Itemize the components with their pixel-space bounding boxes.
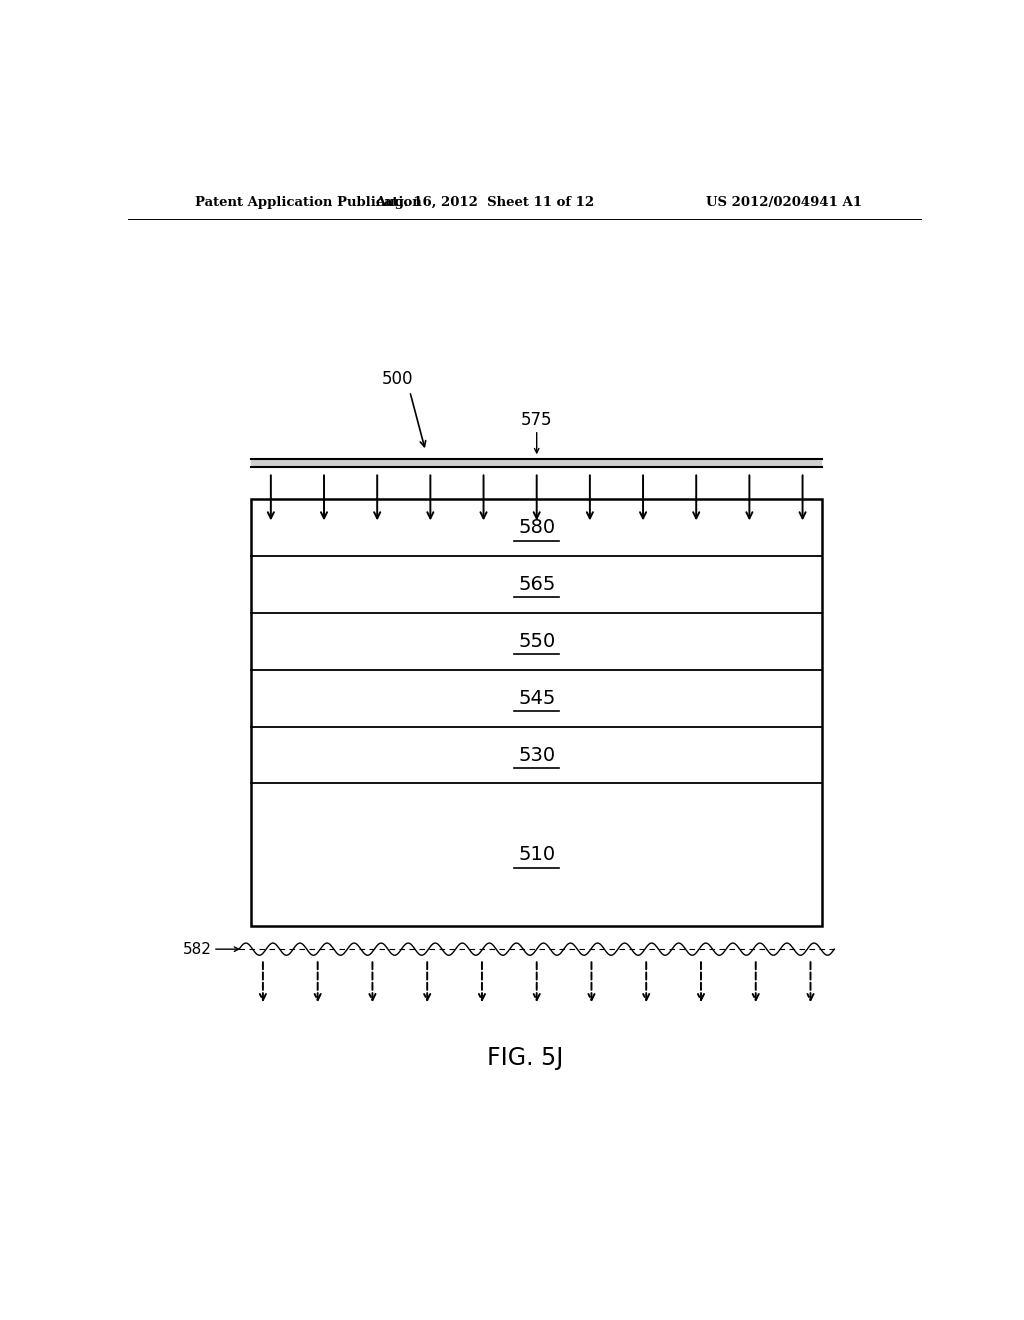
Text: Aug. 16, 2012  Sheet 11 of 12: Aug. 16, 2012 Sheet 11 of 12: [376, 195, 595, 209]
Text: 545: 545: [518, 689, 555, 708]
Text: 510: 510: [518, 845, 555, 865]
Bar: [251, 499, 822, 925]
Text: 565: 565: [518, 574, 555, 594]
Text: US 2012/0204941 A1: US 2012/0204941 A1: [707, 195, 862, 209]
Text: 582: 582: [182, 941, 211, 957]
Bar: [251, 459, 822, 467]
Text: FIG. 5J: FIG. 5J: [486, 1045, 563, 1071]
Text: 575: 575: [521, 411, 553, 429]
Text: 530: 530: [518, 746, 555, 764]
Text: 500: 500: [382, 370, 414, 388]
Text: 550: 550: [518, 632, 555, 651]
Text: 580: 580: [518, 517, 555, 537]
Text: Patent Application Publication: Patent Application Publication: [196, 195, 422, 209]
